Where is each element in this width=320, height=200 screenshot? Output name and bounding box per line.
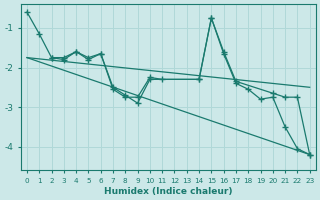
X-axis label: Humidex (Indice chaleur): Humidex (Indice chaleur) <box>104 187 233 196</box>
